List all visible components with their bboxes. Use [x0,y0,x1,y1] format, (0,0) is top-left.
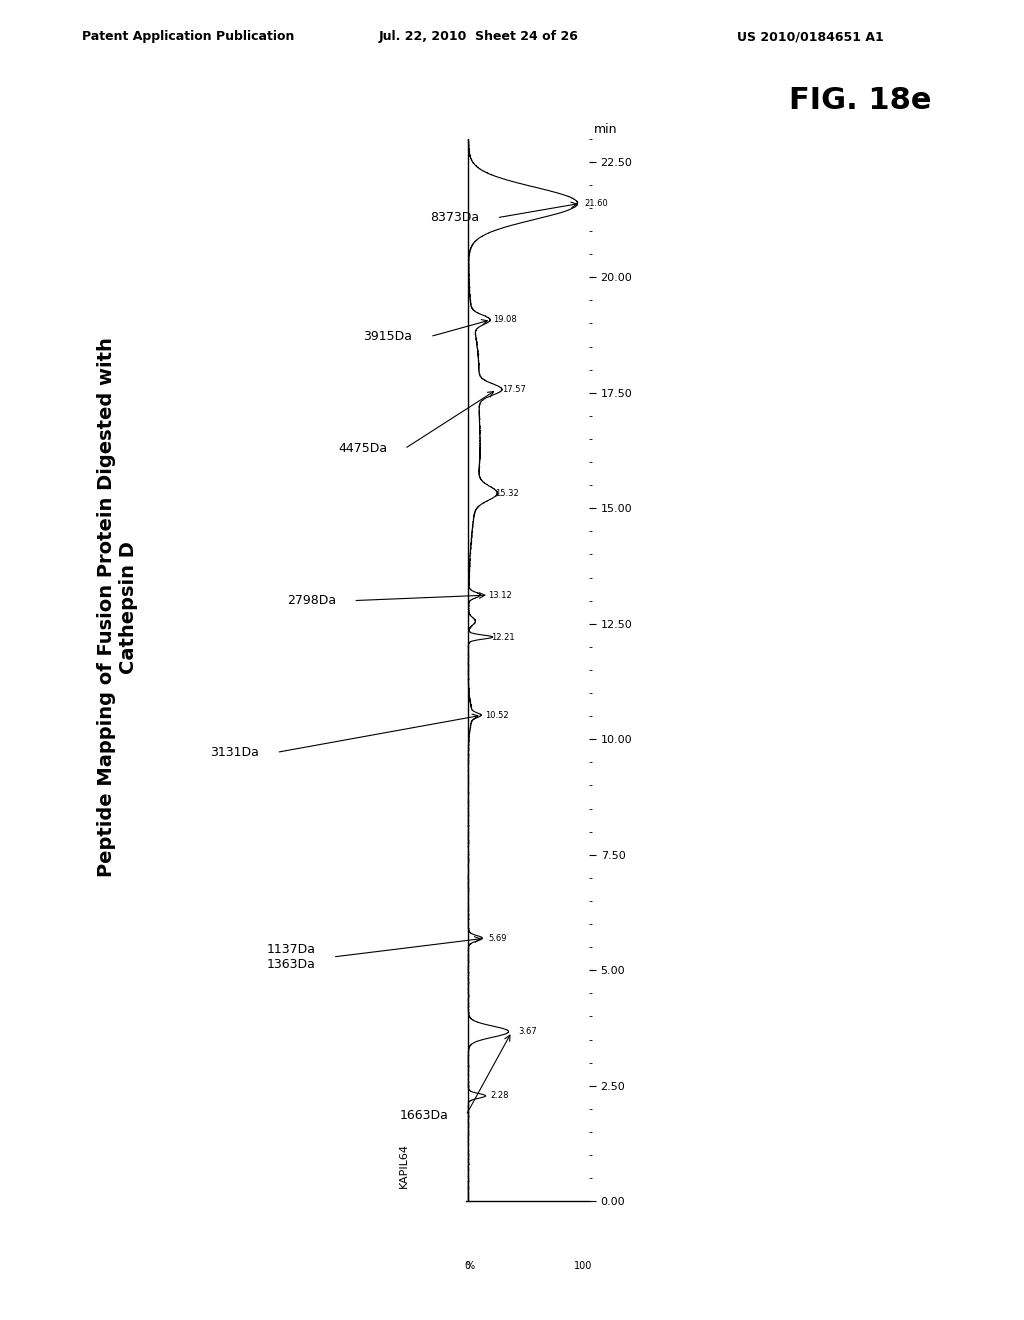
Text: 5.69: 5.69 [488,933,507,942]
Text: 1137Da
1363Da: 1137Da 1363Da [266,942,315,972]
Text: 4475Da: 4475Da [338,442,387,455]
Text: Jul. 22, 2010  Sheet 24 of 26: Jul. 22, 2010 Sheet 24 of 26 [379,30,579,44]
Text: US 2010/0184651 A1: US 2010/0184651 A1 [737,30,884,44]
Text: 17.57: 17.57 [502,385,526,393]
Text: 2798Da: 2798Da [287,594,336,607]
Text: Patent Application Publication: Patent Application Publication [82,30,294,44]
Text: 1663Da: 1663Da [399,1109,449,1122]
Text: KAPIL64: KAPIL64 [399,1143,410,1188]
Text: 21.60: 21.60 [585,199,608,207]
Text: 2.28: 2.28 [490,1092,509,1101]
Text: 15.32: 15.32 [496,488,519,498]
Text: 19.08: 19.08 [493,315,517,325]
Text: Peptide Mapping of Fusion Protein Digested with
Cathepsin D: Peptide Mapping of Fusion Protein Digest… [97,338,138,876]
Text: %: % [466,1262,475,1271]
Text: 100: 100 [573,1262,592,1271]
Text: 13.12: 13.12 [488,590,512,599]
Text: 10.52: 10.52 [485,710,509,719]
Text: 0: 0 [464,1262,470,1271]
Text: FIG. 18e: FIG. 18e [790,86,932,115]
Text: 12.21: 12.21 [490,632,514,642]
Text: min: min [594,123,617,136]
Text: 3.67: 3.67 [518,1027,537,1036]
Text: 3915Da: 3915Da [364,330,413,343]
Text: 3131Da: 3131Da [210,746,259,759]
Text: 8373Da: 8373Da [430,211,479,224]
